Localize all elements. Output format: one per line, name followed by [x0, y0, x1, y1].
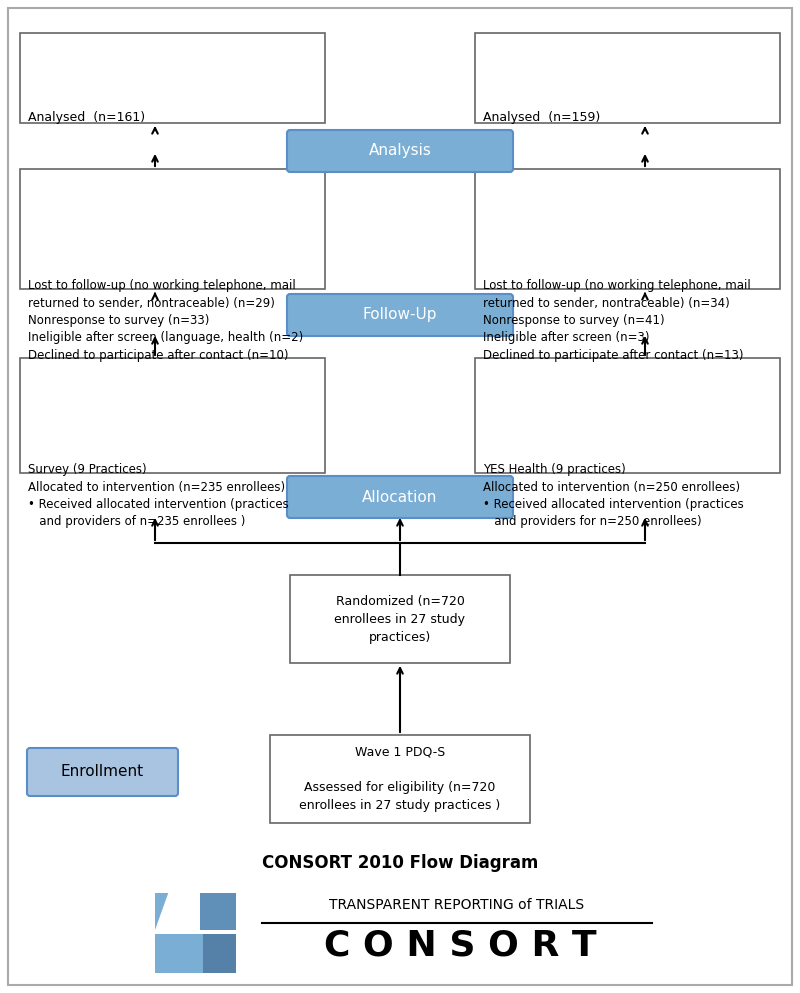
FancyBboxPatch shape: [287, 476, 513, 518]
FancyBboxPatch shape: [287, 294, 513, 336]
Bar: [20, 169, 325, 289]
Text: TRANSPARENT REPORTING of TRIALS: TRANSPARENT REPORTING of TRIALS: [330, 898, 585, 912]
Bar: [270, 735, 530, 823]
Bar: [20, 33, 325, 123]
Text: CONSORT 2010 Flow Diagram: CONSORT 2010 Flow Diagram: [262, 854, 538, 872]
Text: Analysis: Analysis: [369, 144, 431, 159]
FancyBboxPatch shape: [287, 130, 513, 172]
Bar: [475, 33, 780, 123]
Text: C O N S O R T: C O N S O R T: [324, 928, 596, 962]
Text: Analysed  (n=159): Analysed (n=159): [483, 111, 600, 124]
Text: Randomized (n=720
enrollees in 27 study
practices): Randomized (n=720 enrollees in 27 study …: [334, 595, 466, 643]
Text: YES Health (9 practices)
Allocated to intervention (n=250 enrollees)
• Received : YES Health (9 practices) Allocated to in…: [483, 463, 744, 528]
Text: Wave 1 PDQ-S

Assessed for eligibility (n=720
enrollees in 27 study practices ): Wave 1 PDQ-S Assessed for eligibility (n…: [299, 746, 501, 812]
Bar: [290, 575, 510, 663]
Bar: [20, 358, 325, 473]
Text: Enrollment: Enrollment: [61, 765, 144, 780]
Text: Survey (9 Practices)
Allocated to intervention (n=235 enrollees)
• Received allo: Survey (9 Practices) Allocated to interv…: [28, 463, 289, 528]
Bar: [200, 893, 236, 930]
FancyBboxPatch shape: [27, 748, 178, 796]
Bar: [155, 933, 236, 973]
Text: Lost to follow-up (no working telephone, mail
returned to sender, nontraceable) : Lost to follow-up (no working telephone,…: [28, 279, 303, 362]
Polygon shape: [155, 891, 195, 930]
Text: Analysed  (n=161): Analysed (n=161): [28, 111, 145, 124]
Text: Lost to follow-up (no working telephone, mail
returned to sender, nontraceable) : Lost to follow-up (no working telephone,…: [483, 279, 750, 362]
Bar: [202, 933, 236, 973]
Text: Allocation: Allocation: [362, 490, 438, 504]
Bar: [475, 169, 780, 289]
Bar: [155, 893, 191, 930]
Text: Follow-Up: Follow-Up: [362, 308, 438, 323]
Bar: [475, 358, 780, 473]
